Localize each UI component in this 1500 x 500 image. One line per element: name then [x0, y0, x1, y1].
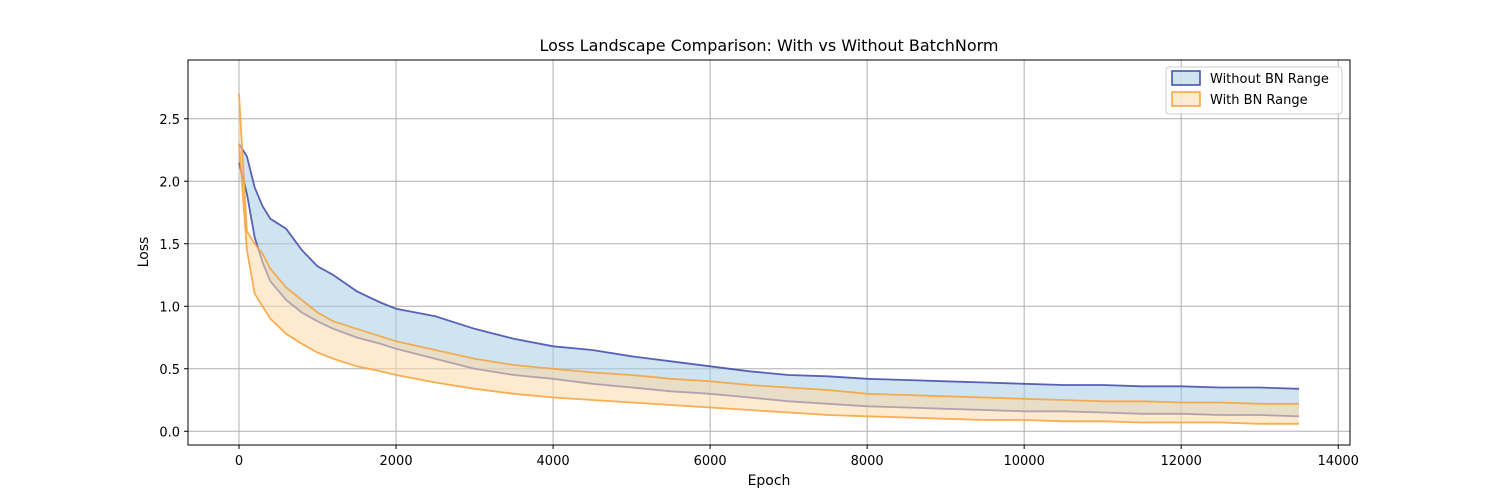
chart-title: Loss Landscape Comparison: With vs Witho…	[539, 36, 998, 55]
x-tick-label: 12000	[1161, 454, 1202, 469]
x-tick-label: 2000	[380, 454, 413, 469]
legend: Without BN Range With BN Range	[1165, 66, 1343, 115]
y-axis-ticks: 0.0 0.5 1.0 1.5 2.0 2.5	[159, 113, 188, 440]
x-tick-label: 8000	[851, 454, 884, 469]
x-tick-label: 6000	[694, 454, 727, 469]
y-tick-label: 2.0	[159, 175, 180, 190]
x-axis-ticks: 0 2000 4000 6000 8000 10000 12000 14000	[235, 445, 1359, 469]
axes-frame	[187, 59, 1351, 446]
band-without-bn	[239, 143, 1299, 417]
legend-label-without-bn: Without BN Range	[1210, 72, 1329, 87]
y-axis-label: Loss	[136, 237, 152, 268]
x-tick-label: 4000	[537, 454, 570, 469]
plot-area	[238, 93, 1300, 425]
upper-line-with-bn	[238, 93, 1299, 405]
y-tick-label: 1.0	[159, 300, 180, 315]
x-tick-label: 10000	[1003, 454, 1044, 469]
y-tick-label: 0.5	[159, 363, 180, 378]
x-tick-label: 0	[235, 454, 243, 469]
lower-line-with-bn	[238, 143, 1299, 425]
upper-line-without-bn	[238, 143, 1300, 390]
y-tick-label: 1.5	[159, 238, 180, 253]
legend-label-with-bn: With BN Range	[1210, 93, 1308, 108]
x-axis-label: Epoch	[748, 473, 791, 489]
legend-swatch-without-bn	[1171, 70, 1201, 86]
legend-swatch-with-bn	[1171, 91, 1201, 107]
y-tick-label: 0.0	[159, 425, 180, 440]
x-tick-label: 14000	[1318, 454, 1359, 469]
y-tick-label: 2.5	[159, 113, 180, 128]
legend-box	[1165, 66, 1343, 115]
